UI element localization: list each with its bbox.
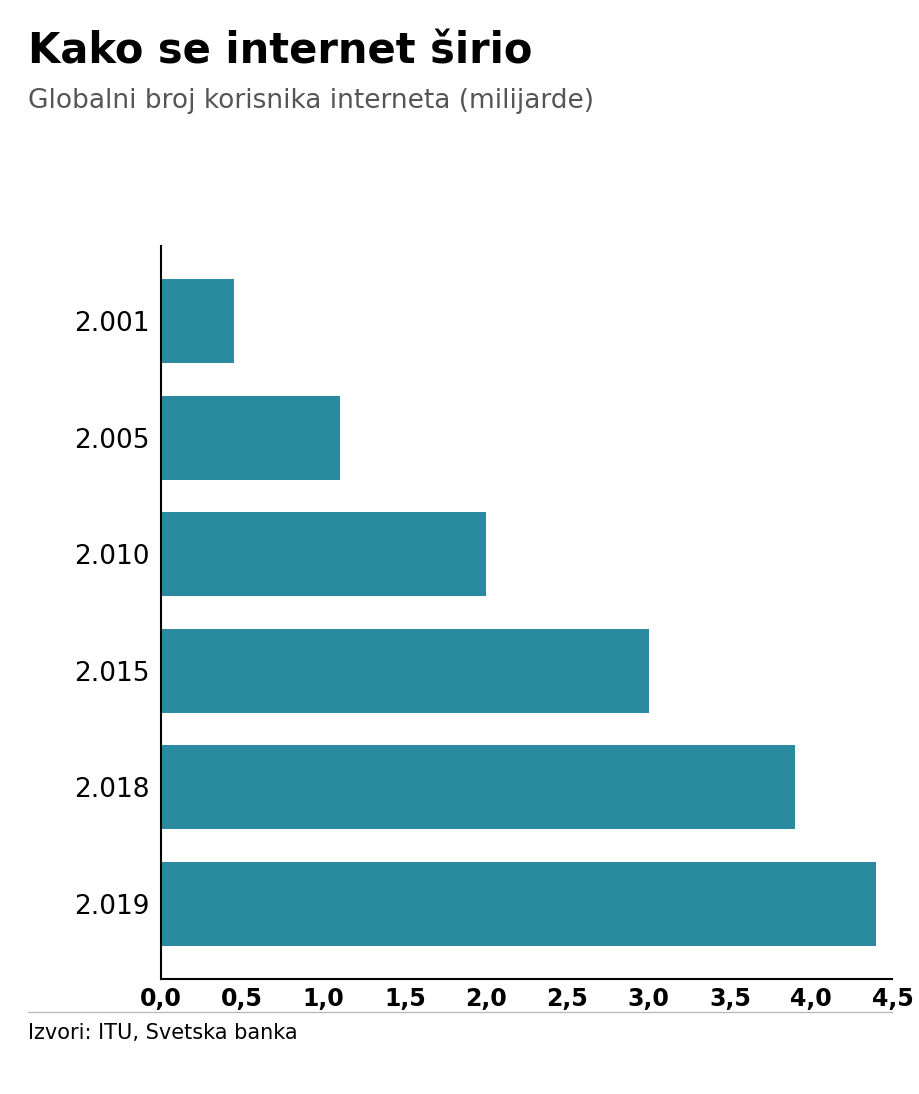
- Bar: [161, 512, 485, 596]
- Bar: [161, 396, 339, 480]
- Bar: [161, 862, 875, 946]
- Bar: [161, 279, 233, 363]
- Text: Kako se internet širio: Kako se internet širio: [28, 31, 531, 72]
- Text: BBC: BBC: [805, 1038, 858, 1062]
- Bar: [161, 629, 648, 713]
- Bar: [161, 745, 794, 829]
- Text: Izvori: ITU, Svetska banka: Izvori: ITU, Svetska banka: [28, 1023, 297, 1043]
- Text: Globalni broj korisnika interneta (milijarde): Globalni broj korisnika interneta (milij…: [28, 88, 593, 114]
